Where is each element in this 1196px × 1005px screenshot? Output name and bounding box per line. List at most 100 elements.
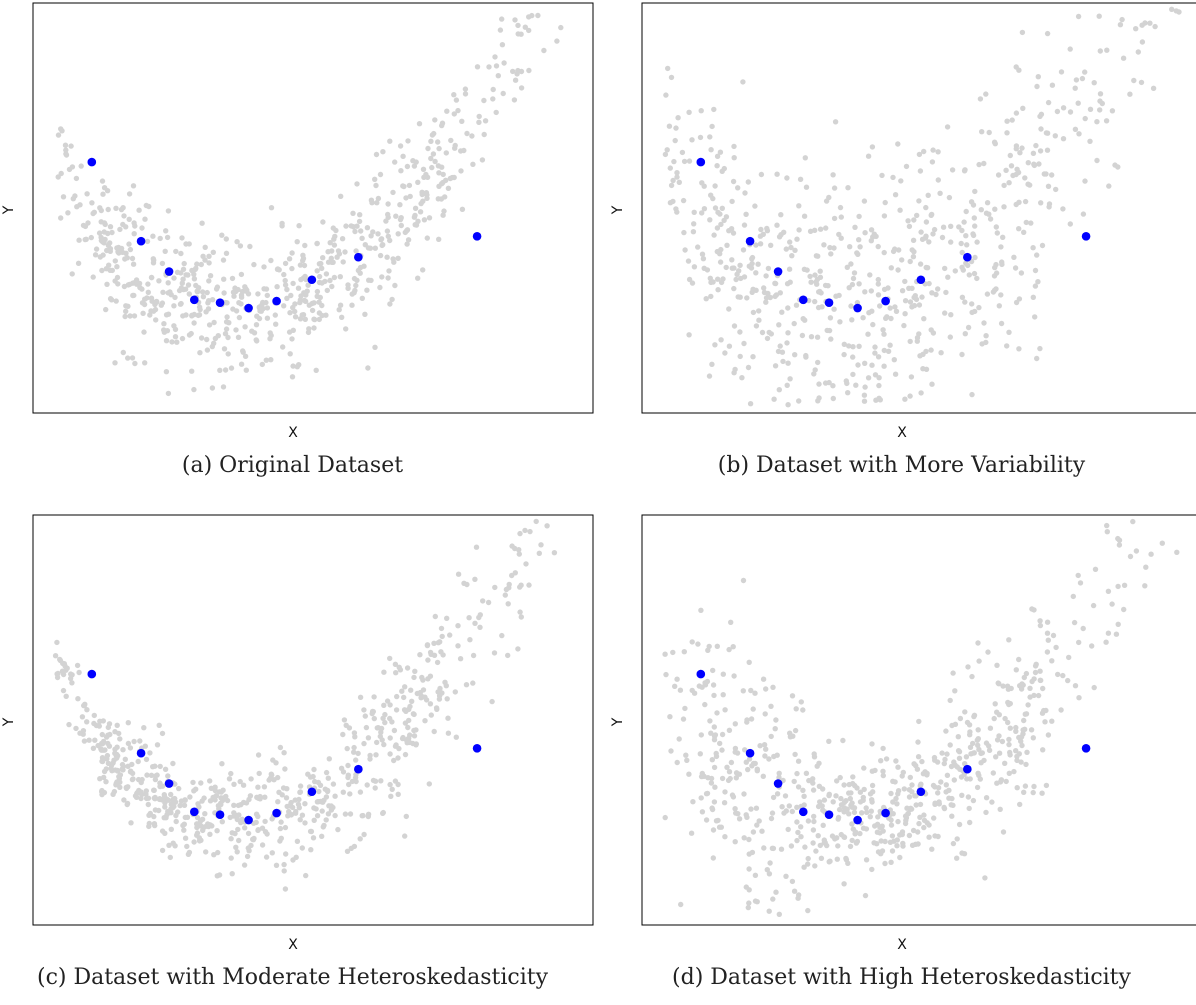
background-point bbox=[1001, 182, 1007, 189]
background-point bbox=[554, 38, 560, 44]
background-point bbox=[800, 787, 806, 793]
background-point bbox=[122, 256, 128, 262]
background-point bbox=[820, 822, 826, 828]
background-point bbox=[726, 646, 732, 653]
background-point bbox=[219, 819, 225, 825]
background-point bbox=[849, 281, 856, 288]
background-point bbox=[238, 292, 245, 298]
background-point bbox=[830, 383, 836, 389]
background-point bbox=[810, 827, 817, 833]
background-point bbox=[162, 804, 168, 810]
background-point bbox=[862, 892, 869, 899]
background-point bbox=[901, 786, 907, 792]
background-point bbox=[995, 680, 1001, 686]
background-point bbox=[1080, 211, 1087, 217]
background-point bbox=[778, 846, 785, 852]
background-point bbox=[387, 702, 393, 708]
highlight-point bbox=[916, 275, 926, 285]
background-point bbox=[411, 214, 418, 220]
background-point bbox=[127, 745, 134, 751]
background-point bbox=[1139, 39, 1146, 45]
background-point bbox=[466, 615, 472, 621]
background-point bbox=[789, 878, 796, 885]
background-point bbox=[373, 182, 379, 189]
background-point bbox=[273, 862, 280, 868]
background-points bbox=[662, 518, 1180, 917]
background-point bbox=[286, 329, 293, 335]
background-point bbox=[673, 125, 679, 131]
background-point bbox=[443, 683, 449, 689]
plot-frame bbox=[641, 514, 1196, 926]
background-point bbox=[228, 855, 234, 861]
background-point bbox=[837, 774, 843, 781]
background-point bbox=[381, 702, 387, 708]
background-point bbox=[424, 235, 430, 241]
background-point bbox=[125, 355, 131, 361]
background-point bbox=[296, 223, 302, 229]
background-point bbox=[826, 792, 832, 799]
background-point bbox=[422, 718, 428, 724]
background-point bbox=[264, 305, 271, 311]
background-point bbox=[811, 751, 817, 757]
background-point bbox=[681, 158, 688, 165]
background-point bbox=[397, 143, 404, 149]
background-point bbox=[330, 781, 337, 787]
background-point bbox=[354, 181, 360, 187]
background-point bbox=[367, 245, 374, 251]
background-point bbox=[391, 757, 397, 764]
background-point bbox=[299, 812, 306, 818]
background-point bbox=[831, 306, 837, 312]
background-point bbox=[848, 303, 854, 309]
background-point bbox=[772, 363, 779, 369]
background-point bbox=[421, 217, 428, 223]
background-point bbox=[1077, 580, 1084, 586]
background-point bbox=[211, 340, 217, 346]
background-point bbox=[971, 712, 978, 718]
background-point bbox=[316, 279, 323, 286]
background-point bbox=[686, 771, 692, 777]
background-point bbox=[387, 751, 393, 757]
background-point bbox=[698, 773, 705, 780]
background-point bbox=[264, 315, 271, 321]
background-point bbox=[129, 776, 136, 783]
background-point bbox=[165, 773, 171, 779]
background-point bbox=[147, 750, 153, 756]
background-point bbox=[210, 794, 216, 801]
background-point bbox=[491, 650, 498, 656]
background-point bbox=[1016, 296, 1023, 302]
background-point bbox=[439, 120, 446, 126]
background-point bbox=[935, 286, 941, 292]
background-point bbox=[206, 260, 212, 266]
background-point bbox=[1023, 761, 1029, 768]
background-point bbox=[939, 750, 945, 756]
background-point bbox=[472, 620, 478, 626]
background-point bbox=[340, 769, 347, 775]
background-point bbox=[493, 63, 500, 69]
background-point bbox=[928, 347, 934, 353]
background-point bbox=[936, 799, 942, 805]
background-point bbox=[815, 304, 822, 311]
background-point bbox=[977, 96, 984, 102]
background-point bbox=[502, 592, 508, 598]
background-point bbox=[251, 330, 258, 336]
background-point bbox=[143, 756, 150, 763]
background-point bbox=[514, 71, 520, 77]
highlight-point bbox=[307, 787, 317, 797]
background-point bbox=[349, 291, 355, 297]
background-point bbox=[395, 781, 401, 788]
background-point bbox=[417, 209, 424, 215]
background-point bbox=[157, 763, 163, 770]
background-point bbox=[172, 294, 178, 301]
background-point bbox=[875, 354, 882, 360]
background-point bbox=[718, 221, 724, 228]
background-point bbox=[162, 248, 168, 254]
background-point bbox=[803, 770, 810, 776]
background-point bbox=[399, 688, 405, 694]
background-point bbox=[867, 272, 873, 278]
background-point bbox=[1016, 67, 1022, 73]
background-point bbox=[221, 276, 227, 282]
background-point bbox=[872, 350, 878, 356]
background-point bbox=[398, 222, 404, 229]
background-point bbox=[772, 726, 778, 732]
background-point bbox=[756, 818, 762, 824]
